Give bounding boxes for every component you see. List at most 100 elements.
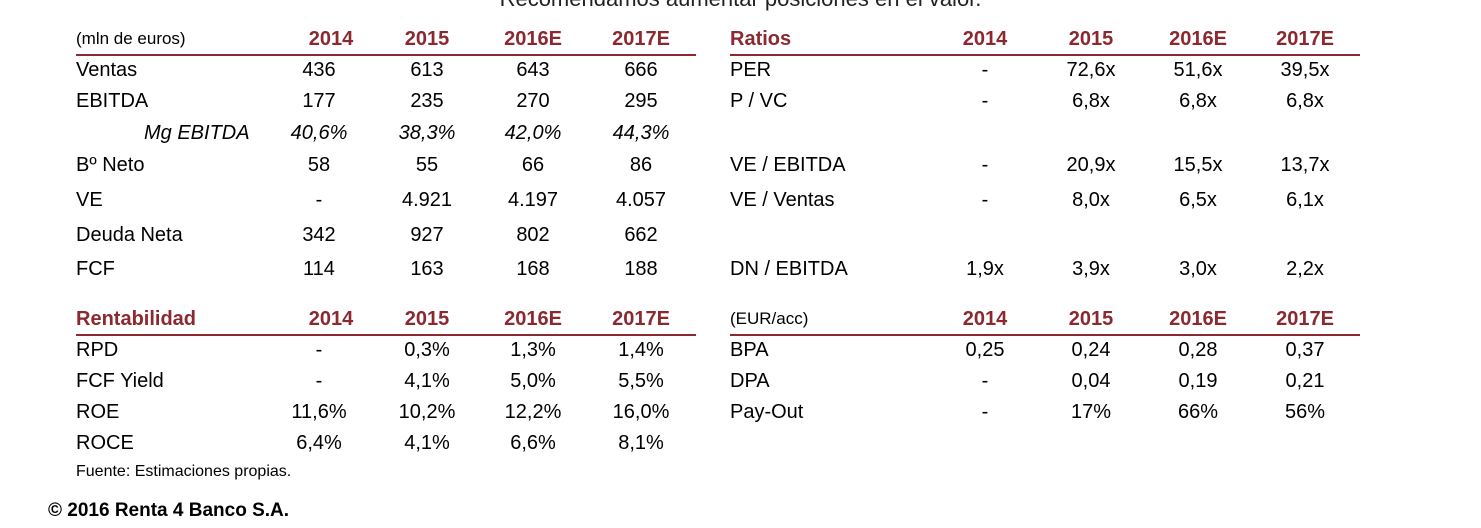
cell-value: 0,25 (965, 339, 1005, 361)
cell-value: 55 (415, 154, 439, 176)
year-2014-header: 2014 (962, 308, 1008, 330)
cell-value: 5,5% (618, 370, 664, 392)
cell-value: - (981, 154, 989, 176)
row-label: BPA (730, 339, 769, 361)
cell-value: - (981, 401, 989, 423)
ratios-header: Ratios 2014 2015 2016E 2017E (730, 24, 1360, 56)
cell-value: 42,0% (504, 122, 562, 144)
cell-value: 0,3% (404, 339, 450, 361)
year-2014-header: 2014 (308, 308, 354, 330)
cell-value: 66 (521, 154, 545, 176)
cell-value: 270 (516, 90, 550, 112)
row-label: Ventas (76, 59, 138, 81)
cell-value: 662 (624, 224, 658, 246)
year-2016e-header: 2016E (1169, 28, 1227, 50)
cell-value: 16,0% (612, 401, 670, 423)
rentabilidad-header: Rentabilidad 2014 2015 2016E 2017E (76, 304, 696, 336)
year-2015-header: 2015 (404, 28, 450, 50)
cell-value: 0,19 (1178, 370, 1218, 392)
cell-value: 114 (303, 258, 335, 280)
page-heading: Recomendamos aumentar posiciones en el v… (0, 0, 1481, 12)
rentabilidad-title: Rentabilidad (76, 308, 197, 330)
financials-units-label: (mln de euros) (76, 29, 186, 48)
row-label: VE (76, 189, 103, 211)
ratios-title: Ratios (730, 28, 792, 50)
year-2014-header: 2014 (962, 28, 1008, 50)
cell-value: 8,0x (1072, 189, 1110, 211)
cell-value: 44,3% (612, 122, 670, 144)
year-2016e-header: 2016E (1169, 308, 1227, 330)
cell-value: 6,4% (296, 432, 342, 454)
cell-value: - (981, 90, 989, 112)
cell-value: 0,21 (1285, 370, 1325, 392)
cell-value: 4.921 (401, 189, 453, 211)
row-label: FCF Yield (76, 370, 164, 392)
cell-value: 8,1% (618, 432, 664, 454)
row-label: FCF (76, 258, 115, 280)
row-label: VE / EBITDA (730, 154, 846, 176)
year-2016e-header: 2016E (504, 308, 562, 330)
cell-value: 0,24 (1071, 339, 1111, 361)
cell-value: 6,8x (1072, 90, 1110, 112)
cell-value: 4,1% (404, 432, 450, 454)
row-label: Bº Neto (76, 154, 145, 176)
cell-value: 13,7x (1280, 154, 1330, 176)
cell-value: 6,8x (1179, 90, 1217, 112)
cell-value: 6,6% (510, 432, 556, 454)
cell-value: 3,9x (1072, 258, 1110, 280)
cell-value: 15,5x (1173, 154, 1223, 176)
year-2016e-header: 2016E (504, 28, 562, 50)
cell-value: 1,3% (510, 339, 556, 361)
cell-value: - (981, 370, 989, 392)
cell-value: 5,0% (510, 370, 556, 392)
cell-value: 342 (302, 224, 336, 246)
per-share-header: (EUR/acc) 2014 2015 2016E 2017E (730, 304, 1360, 336)
cell-value: 40,6% (290, 122, 348, 144)
row-label: PER (730, 59, 772, 81)
cell-value: 666 (624, 59, 658, 81)
cell-value: 20,9x (1066, 154, 1116, 176)
cell-value: 1,4% (618, 339, 664, 361)
cell-value: 6,1x (1286, 189, 1324, 211)
copyright-note: © 2016 Renta 4 Banco S.A. (48, 500, 290, 521)
cell-value: 0,37 (1285, 339, 1325, 361)
year-2017e-header: 2017E (612, 28, 670, 50)
year-2017e-header: 2017E (1276, 308, 1334, 330)
cell-value: 39,5x (1280, 59, 1330, 81)
row-label: Deuda Neta (76, 224, 183, 246)
cell-value: 38,3% (398, 122, 456, 144)
cell-value: 2,2x (1286, 258, 1324, 280)
cell-value: 163 (410, 258, 444, 280)
cell-value: 17% (1070, 401, 1112, 423)
per-share-units-label: (EUR/acc) (730, 309, 809, 328)
cell-value: 643 (516, 59, 550, 81)
row-label: ROCE (76, 432, 134, 454)
cell-value: 86 (629, 154, 653, 176)
year-2014-header: 2014 (308, 28, 354, 50)
year-2017e-header: 2017E (612, 308, 670, 330)
row-label: Pay-Out (730, 401, 804, 423)
cell-value: 51,6x (1173, 59, 1223, 81)
cell-value: 295 (624, 90, 658, 112)
row-label: RPD (76, 339, 119, 361)
year-2015-header: 2015 (404, 308, 450, 330)
cell-value: - (315, 339, 323, 361)
cell-value: - (981, 189, 989, 211)
cell-value: 6,8x (1286, 90, 1324, 112)
cell-value: - (315, 189, 323, 211)
row-label: ROE (76, 401, 120, 423)
cell-value: 0,28 (1178, 339, 1218, 361)
cell-value: 168 (516, 258, 550, 280)
cell-value: - (981, 59, 989, 81)
row-label: P / VC (730, 90, 788, 112)
row-label: DN / EBITDA (730, 258, 848, 280)
row-label: VE / Ventas (730, 189, 835, 211)
cell-value: - (315, 370, 323, 392)
cell-value: 66% (1177, 401, 1219, 423)
cell-value: 56% (1284, 401, 1326, 423)
cell-value: 72,6x (1066, 59, 1116, 81)
cell-value: 4.057 (615, 189, 667, 211)
cell-value: 12,2% (504, 401, 562, 423)
cell-value: 10,2% (398, 401, 456, 423)
cell-value: 11,6% (291, 401, 347, 423)
